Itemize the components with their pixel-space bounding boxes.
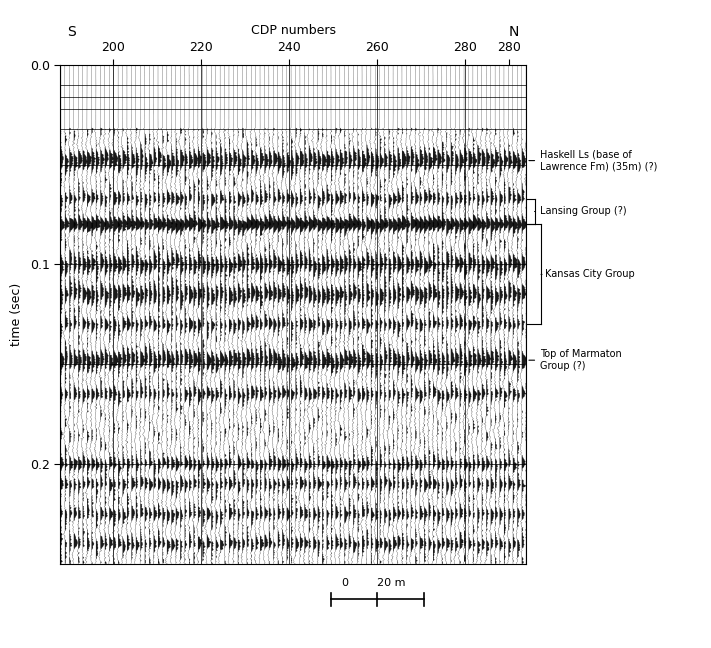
Text: 20 m: 20 m <box>377 578 405 588</box>
Text: Top of Marmaton
Group (?): Top of Marmaton Group (?) <box>529 349 622 371</box>
Text: Lansing Group (?): Lansing Group (?) <box>535 207 626 216</box>
Text: 0: 0 <box>341 578 348 588</box>
X-axis label: CDP numbers: CDP numbers <box>251 25 336 38</box>
Text: S: S <box>68 25 76 39</box>
Text: Kansas City Group: Kansas City Group <box>541 270 634 279</box>
Text: N: N <box>508 25 519 39</box>
Text: Haskell Ls (base of
Lawrence Fm) (35m) (?): Haskell Ls (base of Lawrence Fm) (35m) (… <box>529 150 658 172</box>
Y-axis label: time (sec): time (sec) <box>10 283 23 346</box>
